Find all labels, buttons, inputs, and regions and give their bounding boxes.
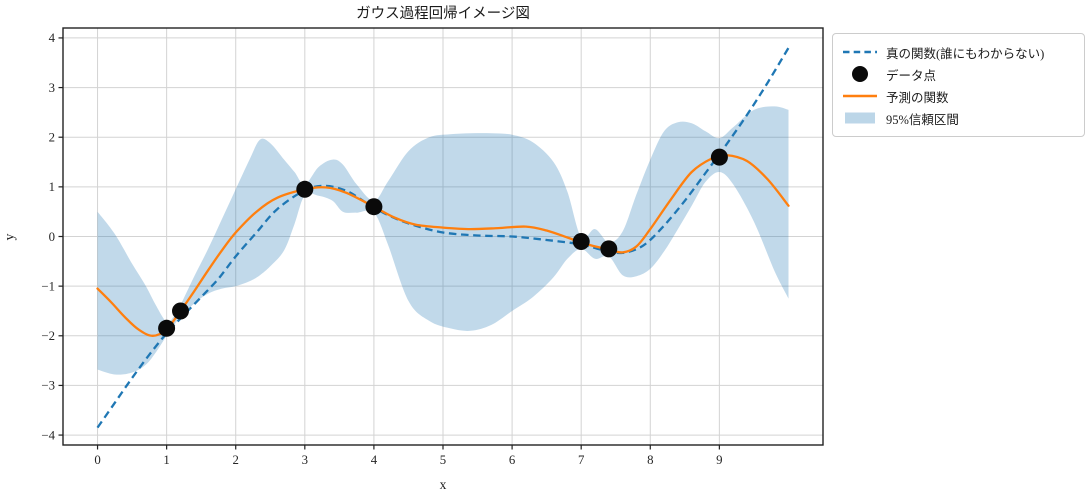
data-point-marker bbox=[365, 198, 383, 216]
x-tick-label: 6 bbox=[509, 453, 516, 467]
legend-entry-confidence-band: 95%信頼区間 bbox=[842, 107, 1076, 129]
legend-label: 95%信頼区間 bbox=[886, 112, 959, 127]
x-tick-label: 2 bbox=[233, 453, 239, 467]
legend-entry-prediction: 予測の関数 bbox=[842, 85, 1076, 107]
legend-label: 真の関数(誰にもわからない) bbox=[886, 46, 1045, 61]
x-tick-label: 1 bbox=[163, 453, 169, 467]
x-tick-label: 7 bbox=[578, 453, 585, 467]
data-point-marker bbox=[572, 233, 590, 250]
x-tick-label: 0 bbox=[94, 453, 100, 467]
x-tick-label: 9 bbox=[716, 453, 722, 467]
y-tick-label: 0 bbox=[49, 230, 55, 244]
data-points bbox=[158, 148, 728, 337]
x-tick-label: 3 bbox=[302, 453, 308, 467]
tick-labels: 0 1 2 3 4 5 6 7 8 9 −4 −3 −2 −1 0 1 2 3 4 bbox=[41, 31, 722, 467]
x-tick-label: 4 bbox=[371, 453, 378, 467]
y-tick-label: −4 bbox=[41, 428, 55, 442]
x-tick-label: 8 bbox=[647, 453, 653, 467]
solid-line-swatch-icon bbox=[842, 92, 878, 100]
y-tick-label: 3 bbox=[49, 81, 55, 95]
y-tick-label: 4 bbox=[49, 31, 56, 45]
legend-label: データ点 bbox=[886, 68, 937, 83]
legend-entry-data-points: データ点 bbox=[842, 63, 1076, 85]
band-swatch-icon bbox=[842, 111, 878, 125]
data-point-marker bbox=[296, 180, 314, 198]
x-tick-label: 5 bbox=[440, 453, 446, 467]
data-point-marker bbox=[158, 319, 176, 337]
grid bbox=[63, 28, 823, 445]
x-axis-label: x bbox=[439, 477, 447, 492]
data-point-marker bbox=[710, 148, 728, 166]
y-tick-label: −3 bbox=[41, 379, 55, 393]
legend-label: 予測の関数 bbox=[886, 90, 949, 105]
marker-swatch-icon bbox=[842, 64, 878, 84]
y-tick-label: −1 bbox=[41, 279, 55, 293]
chart-title: ガウス過程回帰イメージ図 bbox=[356, 6, 530, 22]
data-point-marker bbox=[172, 302, 189, 320]
legend: 真の関数(誰にもわからない) データ点 予測の関数 95%信頼区間 bbox=[832, 33, 1085, 137]
legend-entry-true-function: 真の関数(誰にもわからない) bbox=[842, 41, 1076, 63]
y-tick-label: 2 bbox=[49, 131, 55, 145]
y-tick-label: 1 bbox=[49, 180, 55, 194]
data-point-marker bbox=[600, 240, 618, 258]
y-axis-label: y bbox=[1, 233, 17, 241]
y-tick-label: −2 bbox=[41, 329, 55, 343]
confidence-band-area bbox=[97, 106, 789, 375]
dashed-line-swatch-icon bbox=[842, 48, 878, 56]
